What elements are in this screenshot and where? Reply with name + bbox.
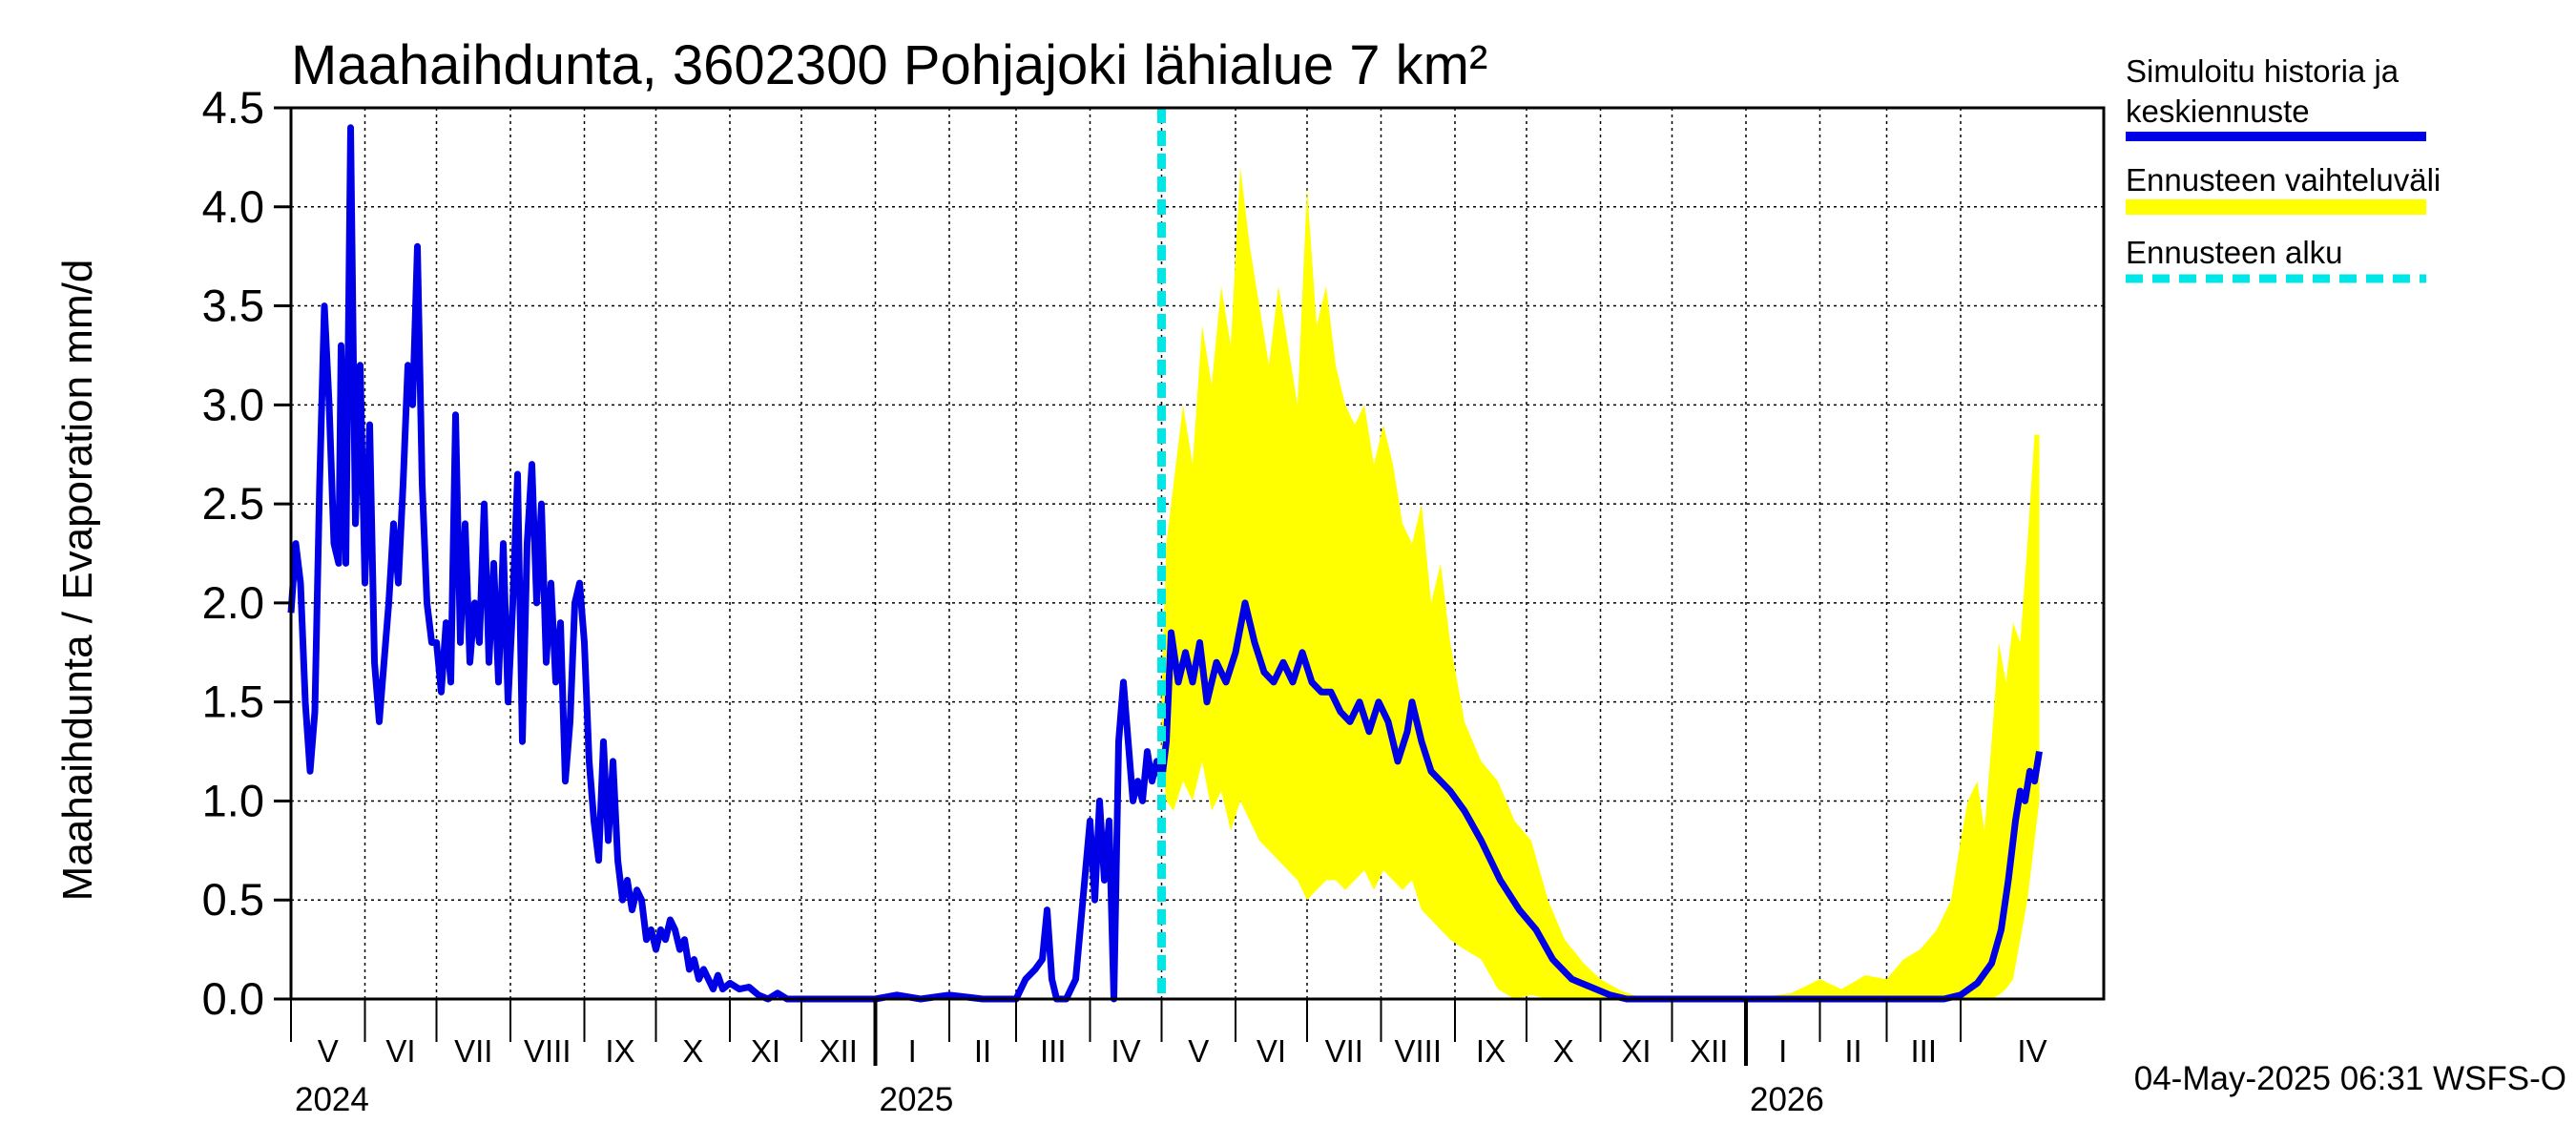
month-label: X <box>1553 1033 1574 1069</box>
forecast-range-area <box>1161 167 2040 1000</box>
y-axis-ticks: 0.0 0.5 1.0 1.5 2.0 2.5 3.0 3.5 4.0 4.5 <box>202 82 291 1024</box>
month-label: VII <box>454 1033 492 1069</box>
month-label: XII <box>1690 1033 1728 1069</box>
month-label: VIII <box>524 1033 571 1069</box>
month-label: II <box>1844 1033 1861 1069</box>
month-label: XII <box>820 1033 858 1069</box>
y-tick-label: 2.5 <box>202 478 264 529</box>
month-label: IX <box>1476 1033 1506 1069</box>
y-tick-label: 0.0 <box>202 973 264 1024</box>
legend-range-label: Ennusteen vaihteluväli <box>2126 162 2441 198</box>
month-label: VII <box>1325 1033 1363 1069</box>
y-tick-label: 1.0 <box>202 775 264 825</box>
month-label: IV <box>1111 1033 1140 1069</box>
legend-forecast-start-label: Ennusteen alku <box>2126 235 2343 270</box>
forecast-range-layer <box>1161 167 2040 1000</box>
legend-history-label-line1: Simuloitu historia ja <box>2126 53 2399 89</box>
y-tick-label: 0.5 <box>202 874 264 925</box>
month-label: V <box>318 1033 339 1069</box>
y-tick-label: 4.5 <box>202 82 264 133</box>
month-label: VIII <box>1394 1033 1442 1069</box>
month-label: II <box>974 1033 991 1069</box>
month-label: IX <box>605 1033 634 1069</box>
year-label: 2024 <box>295 1081 369 1118</box>
month-label: VI <box>385 1033 415 1069</box>
month-label: III <box>1910 1033 1937 1069</box>
year-label: 2026 <box>1750 1081 1824 1118</box>
chart-title: Maahaihdunta, 3602300 Pohjajoki lähialue… <box>291 34 1487 96</box>
month-label: XI <box>1621 1033 1651 1069</box>
plot-area <box>287 106 2106 1003</box>
month-label: VI <box>1257 1033 1286 1069</box>
month-label: IV <box>2017 1033 2046 1069</box>
month-label: III <box>1040 1033 1067 1069</box>
legend: Simuloitu historia ja keskiennuste Ennus… <box>2126 53 2441 283</box>
y-tick-label: 3.5 <box>202 281 264 331</box>
legend-history-label-line2: keskiennuste <box>2126 94 2310 129</box>
month-label: V <box>1188 1033 1209 1069</box>
year-label: 2025 <box>880 1081 954 1118</box>
month-label: I <box>1778 1033 1787 1069</box>
history-line <box>287 124 2043 1003</box>
y-tick-label: 3.0 <box>202 379 264 429</box>
y-axis-label: Maahaihdunta / Evaporation mm/d <box>54 260 101 902</box>
timestamp-footer: 04-May-2025 06:31 WSFS-O <box>2134 1060 2566 1097</box>
history-line-layer <box>287 124 2043 1003</box>
month-label: XI <box>751 1033 780 1069</box>
y-tick-label: 1.5 <box>202 677 264 727</box>
month-label: I <box>908 1033 917 1069</box>
x-axis: V VI VII VIII IX X XI XII I II III IV V VI VII VIII IX X X… <box>290 999 2047 1118</box>
y-tick-label: 2.0 <box>202 577 264 628</box>
y-tick-label: 4.0 <box>202 181 264 232</box>
month-label: X <box>682 1033 703 1069</box>
plot-frame <box>289 106 2106 1001</box>
